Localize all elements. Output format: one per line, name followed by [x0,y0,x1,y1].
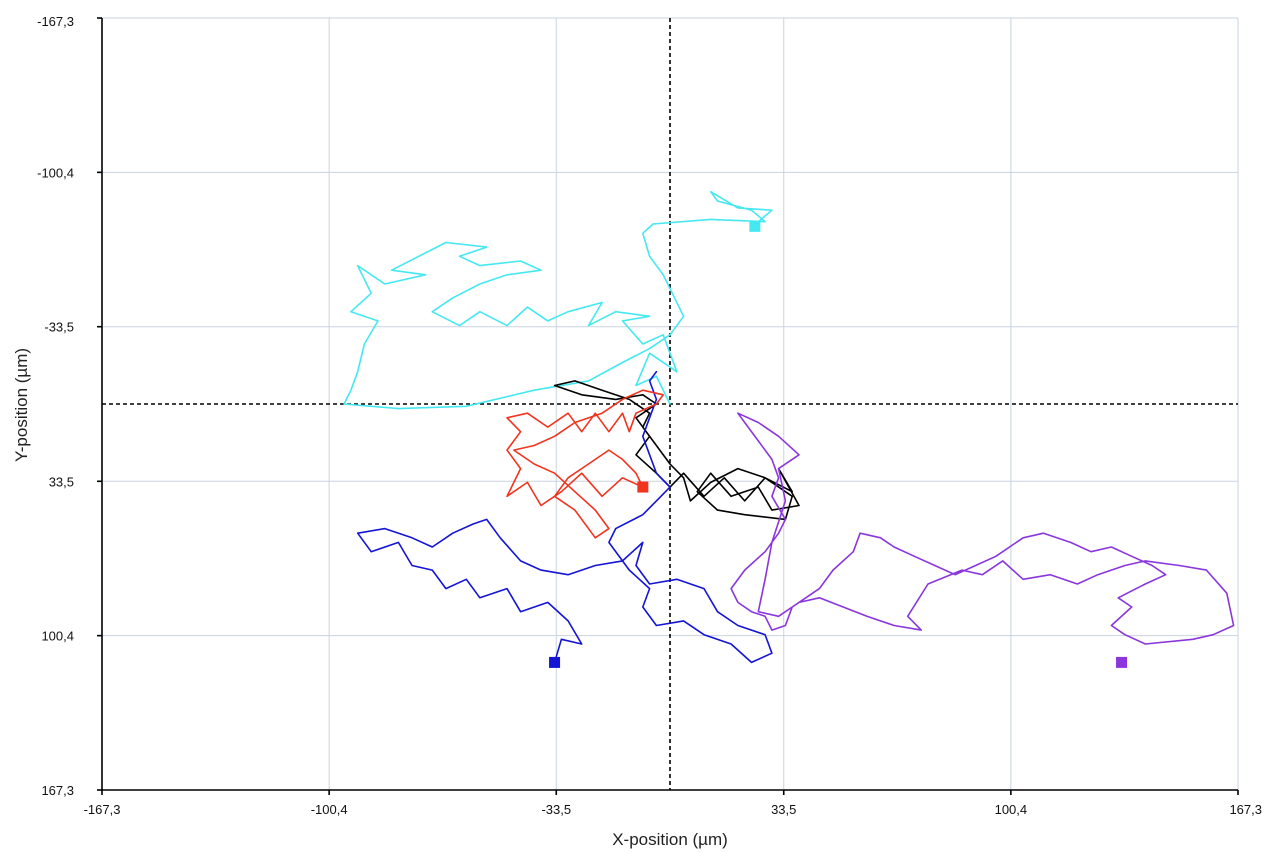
endpoint-marker-3 [1116,656,1128,668]
trajectory-line-0 [343,190,773,410]
endpoint-markers [549,220,1128,668]
x-tick-label-3: 33,5 [771,802,796,817]
y-tick-label-3: 33,5 [49,474,74,489]
y-tick-label-5: 167,3 [41,783,74,798]
trajectory-line-3 [506,389,665,539]
y-tick-label-4: 100,4 [41,629,74,644]
tick-labels: -167,3 -100,4 -33,5 33,5 100,4 167,3 -167,3 -10… [37,14,1262,817]
y-tick-label-1: -100,4 [37,165,74,180]
endpoint-marker-1 [549,656,561,668]
trajectory-line-1 [553,380,800,521]
y-tick-label-0: -167,3 [37,14,74,29]
trajectory-line-2 [356,370,773,664]
axes [97,17,1239,795]
x-tick-label-0: -167,3 [84,802,121,817]
x-tick-label-4: 100,4 [995,802,1028,817]
y-tick-label-2: -33,5 [44,320,74,335]
endpoint-marker-2 [637,481,649,493]
y-axis-title: Y-position (µm) [12,348,31,462]
x-tick-label-1: -100,4 [311,802,348,817]
x-tick-label-2: -33,5 [541,802,571,817]
trajectories [343,190,1235,664]
x-axis-title: X-position (µm) [612,830,728,849]
x-tick-label-5: 167,3 [1229,802,1262,817]
endpoint-marker-0 [749,220,761,232]
trajectory-line-4 [730,412,1235,645]
